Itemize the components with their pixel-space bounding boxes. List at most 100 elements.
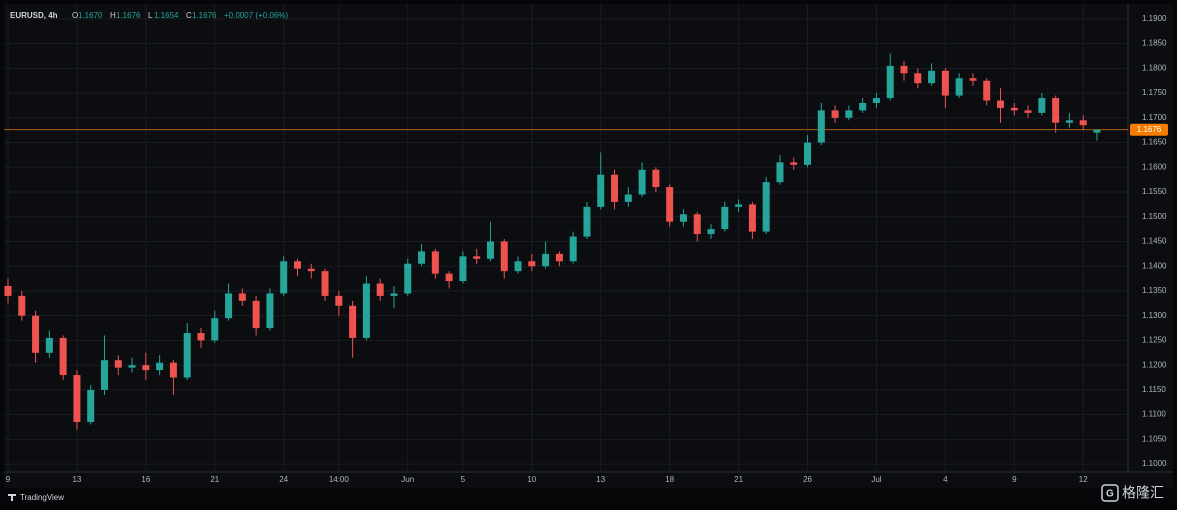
candle-body <box>293 261 301 269</box>
candle-body <box>376 283 384 296</box>
candle-body <box>514 261 522 272</box>
y-tick-label: 1.1600 <box>1142 162 1167 171</box>
candle-body <box>431 251 439 274</box>
x-tick-label: 26 <box>803 475 812 484</box>
candle-body <box>997 100 1005 108</box>
candle-body <box>804 142 812 165</box>
candle-body <box>238 293 246 301</box>
candle-body <box>390 293 398 296</box>
candle-body <box>73 375 81 423</box>
x-tick-label: 21 <box>734 475 743 484</box>
candle-body <box>776 162 784 183</box>
candle-body <box>872 98 880 103</box>
candle-body <box>4 286 12 296</box>
x-tick-label: 10 <box>527 475 536 484</box>
candle-body <box>707 229 715 235</box>
x-tick-label: Jul <box>871 475 881 484</box>
y-tick-label: 1.1200 <box>1142 360 1167 369</box>
y-tick-label: 1.1650 <box>1142 138 1167 147</box>
candle-body <box>969 78 977 81</box>
candle-body <box>404 263 412 294</box>
candle-body <box>955 78 963 96</box>
candle-body <box>473 256 481 259</box>
candle-body <box>362 283 370 338</box>
candles <box>4 53 1101 430</box>
candle-body <box>1010 107 1018 111</box>
y-tick-label: 1.1450 <box>1142 237 1167 246</box>
x-tick-label: 13 <box>72 475 81 484</box>
candle-body <box>225 293 233 319</box>
x-tick-label: 16 <box>141 475 150 484</box>
candle-body <box>528 261 536 267</box>
candle-body <box>321 271 329 296</box>
candle-body <box>914 73 922 84</box>
legend-value: 1.1676 <box>116 11 141 20</box>
candle-body <box>1052 98 1060 123</box>
candle-body <box>693 214 701 235</box>
candle-body <box>679 214 687 222</box>
x-tick-label: 13 <box>596 475 605 484</box>
candle-body <box>790 162 798 165</box>
legend-value: 1.1670 <box>78 11 103 20</box>
x-tick-label: 9 <box>6 475 11 484</box>
x-tick-label: 12 <box>1079 475 1088 484</box>
y-tick-label: 1.1800 <box>1142 63 1167 72</box>
legend-change: +0.0007 (+0.06%) <box>224 11 288 20</box>
price-badge <box>1130 123 1168 136</box>
y-tick-label: 1.1700 <box>1142 113 1167 122</box>
plot-background <box>4 4 1173 488</box>
y-tick-label: 1.1350 <box>1142 286 1167 295</box>
candle-body <box>748 204 756 232</box>
candle-body <box>459 256 467 282</box>
candle-body <box>114 360 122 368</box>
y-tick-label: 1.1300 <box>1142 311 1167 320</box>
tv-logo <box>8 494 16 501</box>
candle-body <box>845 110 853 118</box>
x-tick-label: 9 <box>1012 475 1017 484</box>
candle-body <box>1079 120 1087 126</box>
candle-body <box>307 268 315 272</box>
candle-body <box>87 389 95 423</box>
candle-body <box>335 295 343 306</box>
candle-body <box>624 194 632 202</box>
symbol: EURUSD, 4h <box>10 11 58 20</box>
candle-body <box>18 295 26 316</box>
candle-body <box>941 70 949 96</box>
x-tick-label: 18 <box>665 475 674 484</box>
candle-body <box>886 65 894 99</box>
candle-body <box>762 182 770 232</box>
candle-body <box>652 169 660 188</box>
candle-body <box>45 337 53 353</box>
candle-body <box>59 337 67 376</box>
candle-body <box>280 261 288 294</box>
candle-body <box>900 65 908 74</box>
candle-body <box>266 293 274 329</box>
brand: TradingView <box>20 493 64 502</box>
x-tick-label: 5 <box>461 475 466 484</box>
candle-body <box>32 315 40 353</box>
legend-key: O <box>72 11 78 20</box>
candle-body <box>983 80 991 101</box>
candle-body <box>1093 129 1101 133</box>
candle-body <box>197 332 205 341</box>
x-tick-label: Jun <box>401 475 414 484</box>
watermark-logo-letter: G <box>1106 489 1114 500</box>
y-tick-label: 1.1750 <box>1142 88 1167 97</box>
candle-body <box>859 102 867 111</box>
candle-body <box>1065 120 1073 123</box>
candle-body <box>555 253 563 262</box>
legend-key: L <box>148 11 153 20</box>
candle-body <box>1038 98 1046 113</box>
price-badge-label: 1.1676 <box>1137 125 1162 134</box>
candle-body <box>638 169 646 195</box>
legend-key: C <box>186 11 192 20</box>
legend-value: 1.1676 <box>192 11 217 20</box>
candle-body <box>611 174 619 202</box>
y-tick-label: 1.1050 <box>1142 434 1167 443</box>
candle-body <box>142 365 150 371</box>
candle-body <box>252 300 260 329</box>
candle-body <box>445 273 453 282</box>
candle-body <box>349 305 357 338</box>
y-tick-label: 1.1000 <box>1142 459 1167 468</box>
